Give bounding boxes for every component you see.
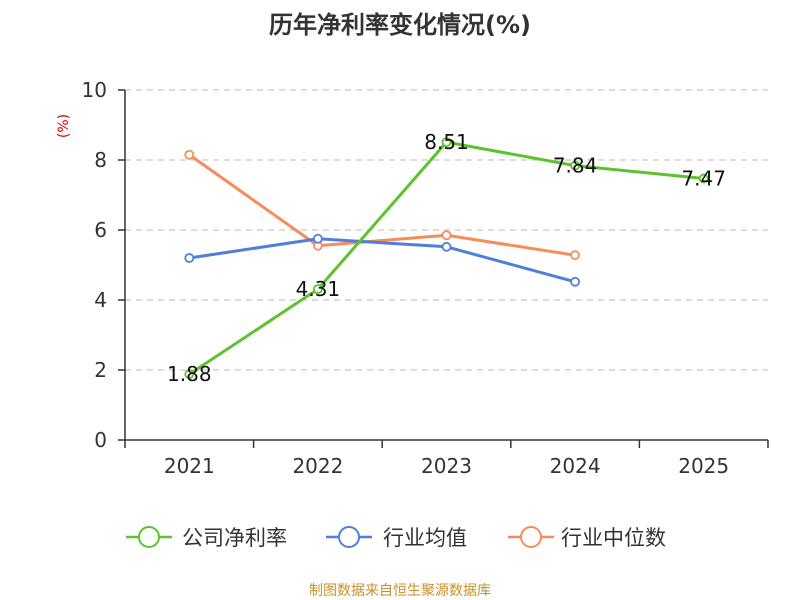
y-tick-label: 8: [94, 148, 107, 172]
x-tick-label: 2024: [550, 454, 601, 478]
data-label: 7.47: [681, 167, 726, 191]
legend-item: 行业中位数: [508, 526, 666, 550]
data-point: [184, 369, 195, 380]
y-tick-label: 0: [94, 428, 107, 452]
y-tick-label: 6: [94, 218, 107, 242]
legend-marker-icon: [338, 526, 360, 548]
series-2: [184, 149, 580, 261]
series-line: [187, 153, 577, 257]
data-point: [441, 137, 452, 148]
legend: 公司净利率 行业均值 行业中位数: [126, 526, 666, 550]
y-tick-label: 4: [94, 288, 107, 312]
data-point: [570, 276, 580, 287]
legend-marker-icon: [138, 526, 160, 548]
grid-lines: [125, 89, 768, 371]
legend-label: 行业均值: [383, 526, 467, 550]
data-label: 8.51: [424, 130, 469, 154]
x-tick-label: 2025: [678, 454, 729, 478]
legend-marker-icon: [520, 526, 542, 548]
series-1: [184, 233, 580, 287]
x-tick-label: 2021: [164, 454, 215, 478]
chart-title: 历年净利率变化情况(%): [269, 11, 531, 39]
axes: 0 2 4 6 8 10 2021 2022 2023 2024 2025: [82, 78, 769, 478]
series-group: [184, 137, 709, 380]
data-point: [184, 253, 195, 263]
data-label: 1.88: [167, 362, 212, 386]
data-point: [570, 250, 580, 261]
series-line: [187, 140, 706, 376]
legend-item: 公司净利率: [126, 526, 287, 550]
y-tick-label: 10: [82, 78, 107, 102]
legend-item: 行业均值: [326, 526, 467, 550]
x-tick-label: 2022: [292, 454, 343, 478]
legend-label: 公司净利率: [182, 526, 287, 550]
data-point: [312, 284, 323, 295]
data-point: [441, 230, 452, 241]
data-point: [312, 233, 323, 244]
x-tick-label: 2023: [421, 454, 472, 478]
series-0: [184, 137, 709, 380]
y-axis-unit: (%): [56, 114, 72, 138]
data-point: [184, 149, 195, 160]
y-tick-label: 2: [94, 358, 107, 382]
data-label: 7.84: [553, 154, 598, 178]
data-labels: 1.88 4.31 8.51 7.84 7.47: [167, 130, 726, 386]
data-point: [441, 241, 452, 252]
series-line: [187, 237, 577, 284]
data-label: 4.31: [296, 277, 341, 301]
source-note: 制图数据来自恒生聚源数据库: [309, 583, 491, 599]
legend-label: 行业中位数: [561, 526, 666, 550]
data-point: [698, 173, 709, 184]
data-point: [570, 160, 580, 171]
